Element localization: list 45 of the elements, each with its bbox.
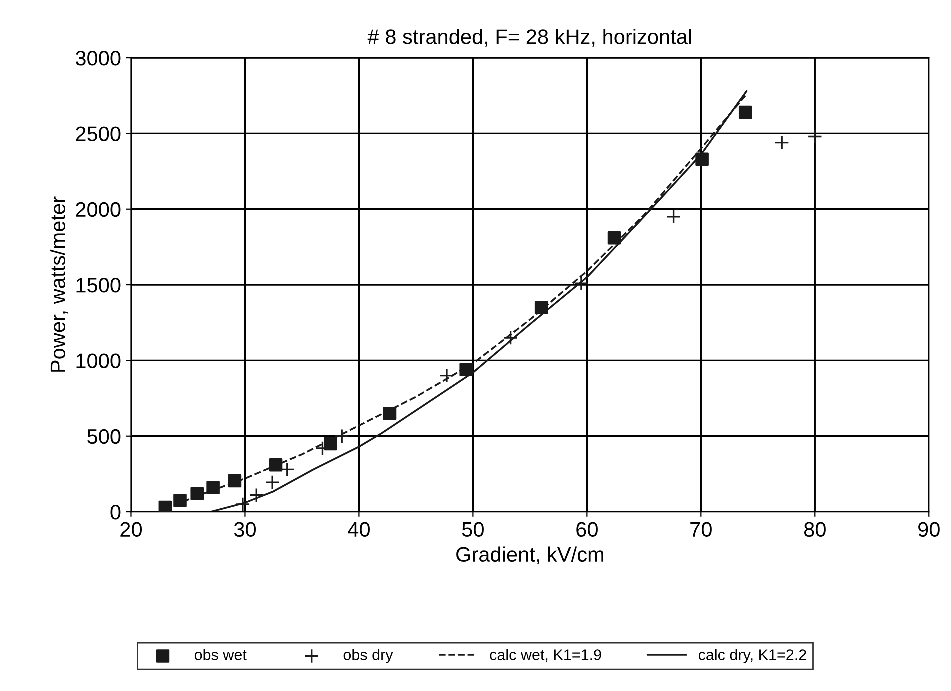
y-tick-label: 0 xyxy=(110,505,121,520)
x-tick-label: 20 xyxy=(120,522,142,538)
point xyxy=(666,210,682,224)
point xyxy=(503,330,518,346)
point xyxy=(574,276,589,291)
point xyxy=(440,368,454,384)
y-tick-label: 2500 xyxy=(76,126,121,142)
point xyxy=(534,301,548,314)
point xyxy=(249,488,264,503)
y-tick-label: 2000 xyxy=(76,202,121,218)
point xyxy=(206,481,220,494)
point xyxy=(738,106,752,120)
x-tick-label: 50 xyxy=(462,522,484,538)
legend-label: obs wet xyxy=(194,649,247,660)
point xyxy=(324,437,338,451)
x-tick-label: 60 xyxy=(576,522,598,538)
x-tick-label: 30 xyxy=(234,522,256,538)
point xyxy=(190,487,204,501)
point xyxy=(334,428,350,444)
point xyxy=(460,363,473,376)
point xyxy=(696,152,709,166)
point xyxy=(808,129,823,144)
legend-label: calc dry, K1=2.2 xyxy=(698,649,806,664)
y-tick-label: 500 xyxy=(88,429,121,444)
point xyxy=(158,500,172,512)
y-tick-label: 3000 xyxy=(76,51,121,66)
legend-label: calc wet, K1=1.9 xyxy=(490,649,602,662)
point xyxy=(269,458,283,472)
y-axis-title: Power, watts/meter xyxy=(50,196,68,372)
x-axis-title: Gradient, kV/cm xyxy=(456,546,604,564)
point xyxy=(174,494,187,508)
chart-title: # 8 stranded, F= 28 kHz, horizontal xyxy=(368,29,692,47)
x-tick-label: 80 xyxy=(804,522,826,538)
point xyxy=(265,475,280,490)
point xyxy=(774,135,790,150)
x-tick-label: 40 xyxy=(348,522,370,538)
y-tick-label: 1500 xyxy=(76,278,121,293)
point xyxy=(228,474,242,488)
y-tick-label: 1000 xyxy=(76,354,121,368)
legend-label: obs dry xyxy=(344,649,394,664)
point xyxy=(236,497,250,512)
x-tick-label: 70 xyxy=(690,522,712,538)
point xyxy=(383,407,397,420)
point xyxy=(608,231,622,245)
x-tick-label: 90 xyxy=(918,522,940,538)
